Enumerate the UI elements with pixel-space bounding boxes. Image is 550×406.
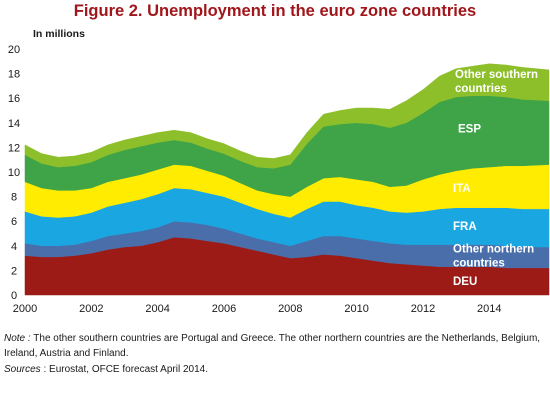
x-tick-label: 2012 — [411, 303, 435, 312]
y-tick-label: 14 — [8, 118, 20, 130]
y-tick-label: 0 — [11, 290, 17, 302]
series-label-ita: ITA — [453, 183, 471, 195]
x-tick-label: 2008 — [278, 303, 302, 312]
x-tick-label: 2010 — [344, 303, 368, 312]
series-label-fra: FRA — [453, 221, 477, 233]
y-tick-label: 20 — [8, 44, 20, 56]
area-other-southern-countries — [24, 63, 550, 169]
x-tick-label: 2002 — [79, 303, 103, 312]
y-tick-label: 6 — [11, 216, 17, 228]
x-axis-ticks: 2000 2002 2004 2006 2008 2010 2012 2014 — [13, 303, 502, 312]
chart-note: Note : The other southern countries are … — [4, 331, 546, 361]
sources-label: Sources — [4, 364, 41, 375]
note-text: The other southern countries are Portuga… — [4, 333, 541, 359]
chart-title: Figure 2. Unemployment in the euro zone … — [73, 2, 477, 20]
y-tick-label: 18 — [8, 69, 20, 81]
chart-sources: Sources : Eurostat, OFCE forecast April … — [4, 362, 546, 377]
x-tick-label: 2014 — [477, 303, 501, 312]
y-tick-label: 16 — [8, 93, 20, 105]
sources-text: : Eurostat, OFCE forecast April 2014. — [40, 364, 208, 375]
series-label-other-southern-countries: Other southern countries — [455, 69, 538, 95]
series-labels: DEU Other northern countries FRA ITA ESP Other… — [453, 69, 538, 288]
note-label: Note : — [4, 333, 31, 344]
y-axis-ticks: 0 2 4 6 8 10 12 14 16 18 20 — [8, 44, 20, 302]
x-tick-label: 2000 — [13, 303, 37, 312]
series-label-deu: DEU — [453, 276, 477, 288]
y-tick-label: 2 — [11, 265, 17, 277]
x-tick-label: 2006 — [212, 303, 236, 312]
y-tick-label: 4 — [11, 241, 17, 253]
y-tick-label: 8 — [11, 192, 17, 204]
x-tick-label: 2004 — [145, 303, 169, 312]
unit-label: In millions — [33, 28, 85, 40]
area-series — [24, 63, 550, 296]
y-tick-label: 12 — [8, 142, 20, 154]
series-label-esp: ESP — [458, 123, 481, 135]
series-label-other-northern-countries: Other northern countries — [453, 244, 534, 270]
y-tick-label: 10 — [8, 167, 20, 179]
